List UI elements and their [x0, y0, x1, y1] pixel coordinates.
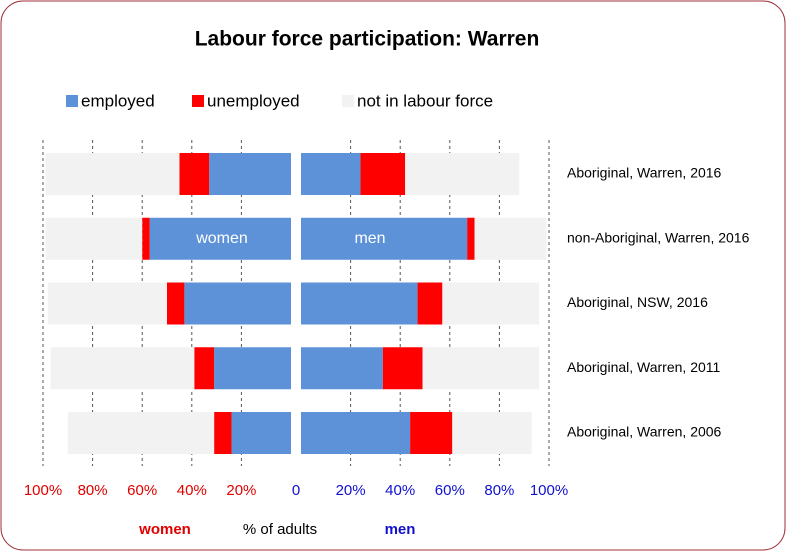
- bar-men: [417, 282, 443, 325]
- bar-women: [47, 282, 167, 325]
- row-label: Aboriginal, NSW, 2016: [567, 294, 708, 310]
- men-axis-label: men: [385, 521, 416, 538]
- bar-women: [214, 412, 232, 454]
- bar-women: [45, 153, 180, 195]
- bar-men: [442, 282, 540, 325]
- legend-swatch: [342, 95, 354, 107]
- bar-annotation: women: [195, 230, 248, 247]
- bar-women: [184, 282, 291, 325]
- bar-women: [231, 412, 291, 454]
- row-label: Aboriginal, Warren, 2016: [567, 165, 722, 181]
- row-label: Aboriginal, Warren, 2011: [567, 359, 721, 375]
- bar-women: [67, 412, 215, 454]
- bar-men: [410, 412, 453, 454]
- x-tick-label: 80%: [78, 482, 108, 499]
- legend-label: employed: [81, 91, 155, 110]
- x-tick-label: 60%: [127, 482, 157, 499]
- chart-title: Labour force participation: Warren: [195, 28, 540, 51]
- legend-label: not in labour force: [357, 91, 493, 110]
- x-tick-label: 80%: [484, 482, 514, 499]
- x-tick-label: 40%: [177, 482, 207, 499]
- x-tick-label: 0: [292, 482, 300, 499]
- bar-women: [209, 153, 291, 195]
- bar-women: [142, 217, 150, 260]
- x-tick-label: 40%: [385, 482, 415, 499]
- bar-women: [167, 282, 185, 325]
- bar-women: [50, 347, 195, 390]
- x-tick-label: 20%: [226, 482, 256, 499]
- bar-women: [214, 347, 291, 390]
- bar-annotation: men: [354, 230, 385, 247]
- bar-men: [405, 153, 520, 195]
- bar-men: [301, 412, 411, 454]
- bar-women: [194, 347, 215, 390]
- bar-men: [301, 217, 468, 260]
- x-tick-label: 60%: [435, 482, 465, 499]
- legend-swatch: [66, 95, 78, 107]
- bar-women: [149, 217, 291, 260]
- bar-women: [179, 153, 210, 195]
- bar-men: [452, 412, 532, 454]
- bar-men: [474, 217, 547, 260]
- bar-men: [301, 153, 361, 195]
- bar-men: [301, 347, 383, 390]
- bar-men: [422, 347, 540, 390]
- legend-label: unemployed: [207, 91, 300, 110]
- bar-men: [301, 282, 418, 325]
- bar-women: [45, 217, 143, 260]
- bar-men: [382, 347, 423, 390]
- x-axis-label: % of adults: [243, 521, 317, 538]
- row-label: non-Aboriginal, Warren, 2016: [567, 229, 750, 245]
- women-axis-label: women: [138, 521, 191, 538]
- bar-men: [360, 153, 406, 195]
- bar-men: [467, 217, 475, 260]
- legend-swatch: [192, 95, 204, 107]
- x-tick-label: 20%: [336, 482, 366, 499]
- x-tick-label: 100%: [24, 482, 62, 499]
- row-label: Aboriginal, Warren, 2006: [567, 424, 722, 440]
- x-tick-label: 100%: [530, 482, 568, 499]
